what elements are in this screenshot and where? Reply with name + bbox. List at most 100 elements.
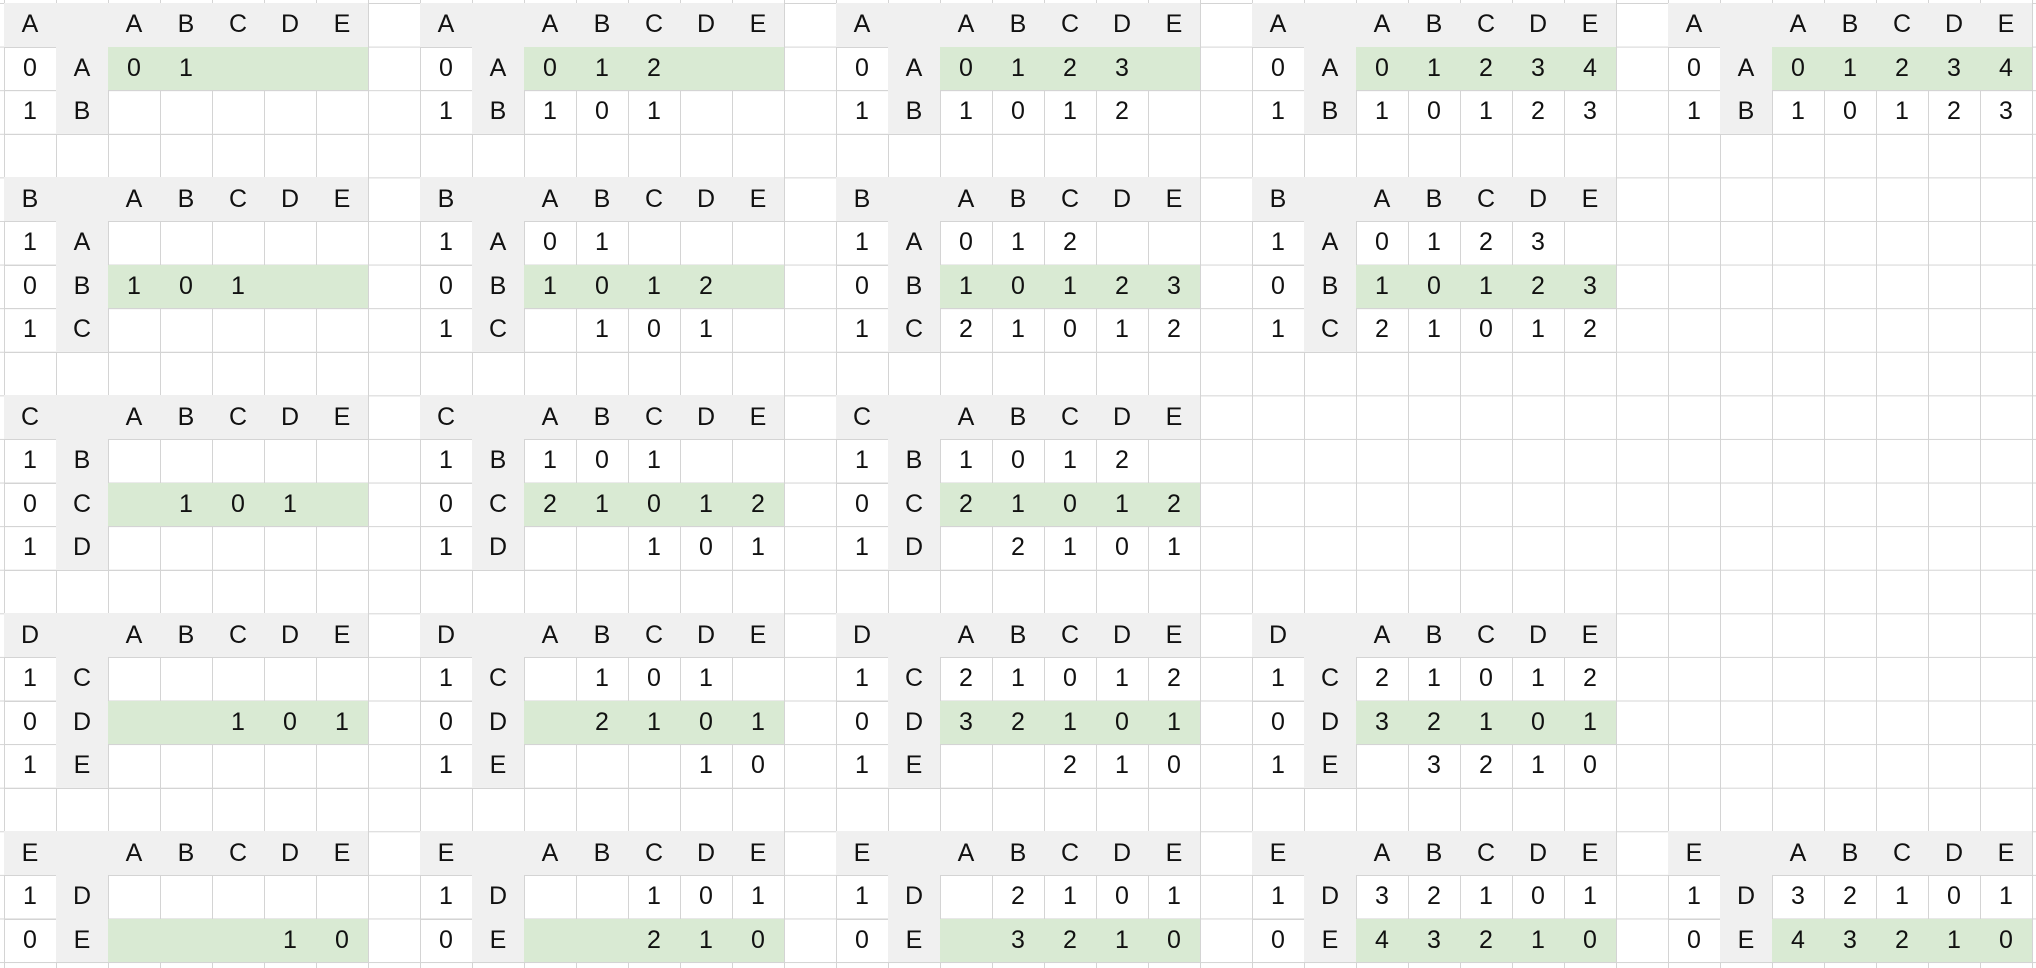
row-letter-cell[interactable]: B (472, 90, 525, 135)
highlighted-value-cell[interactable]: 1 (1096, 918, 1149, 964)
column-header-cell[interactable]: A (940, 613, 993, 658)
value-cell[interactable] (524, 308, 577, 353)
row-letter-cell[interactable]: E (56, 918, 109, 964)
column-header-cell[interactable]: D (1928, 831, 1981, 876)
weight-cell[interactable]: 0 (4, 700, 57, 746)
value-cell[interactable] (160, 221, 213, 266)
value-cell[interactable] (524, 744, 577, 789)
highlighted-value-cell[interactable]: 0 (680, 700, 733, 746)
highlighted-value-cell[interactable]: 1 (1148, 700, 1201, 746)
highlighted-value-cell[interactable]: 2 (1096, 264, 1149, 310)
highlighted-value-cell[interactable] (108, 700, 161, 746)
column-header-cell[interactable]: E (316, 3, 369, 48)
column-header-cell[interactable]: D (1096, 831, 1149, 876)
row-letter-cell[interactable]: C (472, 657, 525, 702)
row-letter-cell[interactable]: B (1720, 90, 1773, 135)
highlighted-value-cell[interactable]: 3 (1824, 918, 1877, 964)
highlighted-value-cell[interactable]: 2 (628, 46, 681, 92)
column-header-cell[interactable]: B (160, 395, 213, 440)
header-blank-cell[interactable] (888, 613, 941, 658)
highlighted-value-cell[interactable]: 2 (1512, 264, 1565, 310)
highlighted-value-cell[interactable]: 1 (524, 264, 577, 310)
column-header-cell[interactable]: C (628, 613, 681, 658)
value-cell[interactable]: 2 (1408, 875, 1461, 920)
column-header-cell[interactable]: C (628, 3, 681, 48)
column-header-cell[interactable]: D (680, 395, 733, 440)
value-cell[interactable]: 1 (576, 657, 629, 702)
value-cell[interactable] (212, 875, 265, 920)
weight-cell[interactable]: 1 (4, 308, 57, 353)
column-header-cell[interactable]: A (1772, 3, 1825, 48)
value-cell[interactable]: 2 (1096, 90, 1149, 135)
row-letter-cell[interactable]: B (56, 90, 109, 135)
value-cell[interactable]: 3 (1772, 875, 1825, 920)
highlighted-value-cell[interactable]: 0 (1096, 700, 1149, 746)
value-cell[interactable] (316, 308, 369, 353)
value-cell[interactable] (732, 90, 785, 135)
block-label-cell[interactable]: B (4, 177, 57, 222)
highlighted-value-cell[interactable]: 1 (1928, 918, 1981, 964)
column-header-cell[interactable]: C (1876, 831, 1929, 876)
weight-cell[interactable]: 1 (1252, 744, 1305, 789)
column-header-cell[interactable]: A (108, 395, 161, 440)
value-cell[interactable] (576, 875, 629, 920)
value-cell[interactable] (732, 657, 785, 702)
value-cell[interactable] (212, 90, 265, 135)
column-header-cell[interactable]: C (1044, 177, 1097, 222)
highlighted-value-cell[interactable]: 3 (1512, 46, 1565, 92)
column-header-cell[interactable]: D (1096, 3, 1149, 48)
block-label-cell[interactable]: D (4, 613, 57, 658)
column-header-cell[interactable]: D (1512, 613, 1565, 658)
value-cell[interactable]: 1 (1408, 308, 1461, 353)
column-header-cell[interactable]: B (992, 3, 1045, 48)
highlighted-value-cell[interactable]: 1 (1408, 46, 1461, 92)
value-cell[interactable]: 2 (992, 875, 1045, 920)
column-header-cell[interactable]: A (524, 831, 577, 876)
header-blank-cell[interactable] (56, 395, 109, 440)
value-cell[interactable]: 1 (940, 90, 993, 135)
highlighted-value-cell[interactable]: 4 (1980, 46, 2033, 92)
highlighted-value-cell[interactable] (316, 46, 369, 92)
header-blank-cell[interactable] (888, 395, 941, 440)
value-cell[interactable]: 1 (524, 90, 577, 135)
value-cell[interactable] (992, 744, 1045, 789)
value-cell[interactable] (316, 221, 369, 266)
row-letter-cell[interactable]: E (1304, 918, 1357, 964)
header-blank-cell[interactable] (888, 831, 941, 876)
value-cell[interactable] (264, 744, 317, 789)
column-header-cell[interactable]: C (1460, 831, 1513, 876)
column-header-cell[interactable]: C (628, 177, 681, 222)
header-blank-cell[interactable] (472, 3, 525, 48)
weight-cell[interactable]: 0 (1252, 918, 1305, 964)
block-label-cell[interactable]: A (1252, 3, 1305, 48)
column-header-cell[interactable]: A (108, 177, 161, 222)
value-cell[interactable] (264, 90, 317, 135)
weight-cell[interactable]: 1 (836, 744, 889, 789)
weight-cell[interactable]: 0 (1252, 264, 1305, 310)
highlighted-value-cell[interactable]: 0 (940, 46, 993, 92)
value-cell[interactable] (940, 875, 993, 920)
value-cell[interactable]: 0 (1096, 526, 1149, 571)
value-cell[interactable] (108, 526, 161, 571)
value-cell[interactable]: 0 (1460, 308, 1513, 353)
value-cell[interactable]: 2 (1356, 308, 1409, 353)
row-letter-cell[interactable]: B (888, 90, 941, 135)
column-header-cell[interactable]: A (524, 177, 577, 222)
weight-cell[interactable]: 1 (1668, 875, 1721, 920)
highlighted-value-cell[interactable] (732, 264, 785, 310)
row-letter-cell[interactable]: B (888, 439, 941, 484)
value-cell[interactable] (212, 308, 265, 353)
value-cell[interactable]: 0 (1096, 875, 1149, 920)
value-cell[interactable]: 1 (1044, 875, 1097, 920)
row-letter-cell[interactable]: B (56, 439, 109, 484)
value-cell[interactable]: 1 (1044, 90, 1097, 135)
value-cell[interactable]: 2 (1096, 439, 1149, 484)
value-cell[interactable] (680, 439, 733, 484)
value-cell[interactable]: 0 (1044, 657, 1097, 702)
value-cell[interactable] (316, 439, 369, 484)
value-cell[interactable] (524, 526, 577, 571)
weight-cell[interactable]: 1 (836, 439, 889, 484)
value-cell[interactable]: 0 (940, 221, 993, 266)
block-label-cell[interactable]: B (1252, 177, 1305, 222)
column-header-cell[interactable]: B (576, 613, 629, 658)
